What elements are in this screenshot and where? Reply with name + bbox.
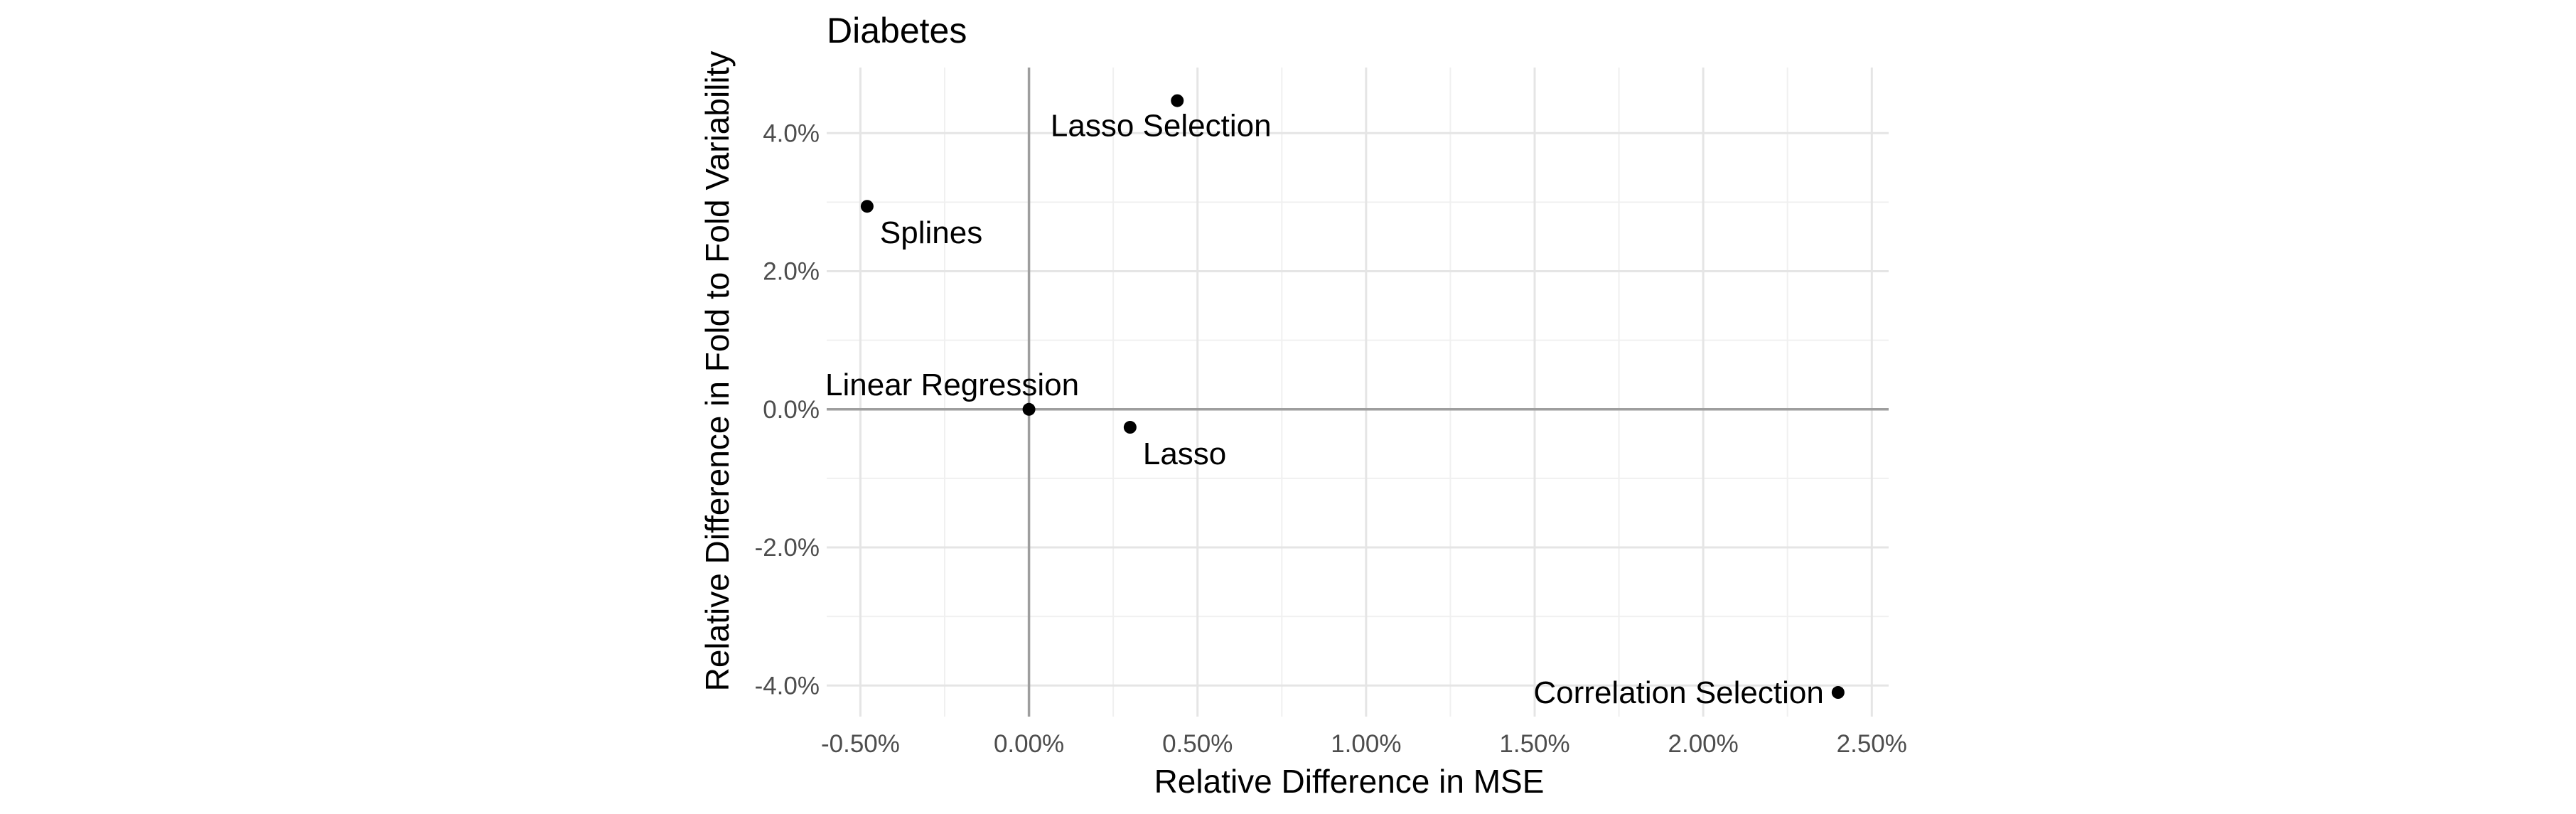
data-point-label: Linear Regression (825, 368, 1079, 402)
x-axis-title: Relative Difference in MSE (1154, 763, 1545, 800)
reference-lines (827, 68, 1889, 717)
y-tick-label: 4.0% (763, 119, 820, 147)
x-tick-label: 0.50% (1162, 730, 1233, 758)
x-axis-ticks: -0.50% 0.00% 0.50% 1.00% 1.50% 2.00% 2.50% (821, 730, 1907, 758)
data-point-label: Lasso (1143, 437, 1226, 471)
y-axis-title: Relative Difference in Fold to Fold Vari… (699, 51, 736, 692)
data-point (1022, 402, 1036, 416)
data-point-label: Splines (880, 215, 982, 250)
y-axis-ticks: -4.0% -2.0% 0.0% 2.0% 4.0% (755, 119, 820, 700)
data-points: Lasso Selection Splines Linear Regression L… (825, 94, 1845, 710)
data-point-label: Correlation Selection (1533, 675, 1823, 710)
y-tick-label: 2.0% (763, 258, 820, 286)
data-point-label: Lasso Selection (1051, 109, 1272, 144)
minor-gridlines (827, 68, 1889, 717)
x-tick-label: 1.50% (1499, 730, 1569, 758)
y-tick-label: -4.0% (755, 672, 820, 700)
x-tick-label: 2.50% (1837, 730, 1907, 758)
x-tick-label: 0.00% (994, 730, 1064, 758)
data-point (1171, 94, 1184, 107)
y-tick-label: 0.0% (763, 396, 820, 424)
data-point (1123, 421, 1137, 434)
data-point (1831, 686, 1845, 700)
x-tick-label: 1.00% (1331, 730, 1401, 758)
chart-title: Diabetes (827, 11, 967, 50)
y-tick-label: -2.0% (755, 534, 820, 562)
data-point (860, 200, 874, 213)
x-tick-label: 2.00% (1668, 730, 1739, 758)
x-tick-label: -0.50% (821, 730, 900, 758)
